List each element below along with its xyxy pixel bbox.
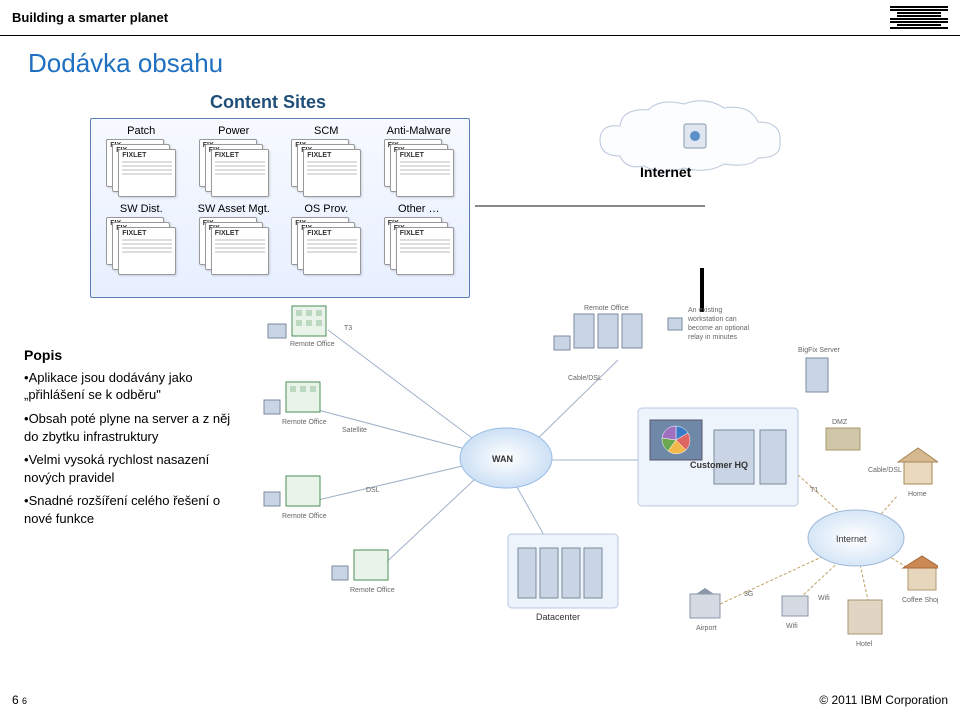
cable-dsl-label: Cable/DSL xyxy=(868,467,902,474)
remote-office-label: Remote Office xyxy=(282,513,327,520)
popis-panel: Popis •Aplikace jsou dodávány jako „přih… xyxy=(24,346,244,533)
dmz-icon xyxy=(826,428,860,450)
site-label: Other … xyxy=(376,203,462,215)
bigfix-server-icon xyxy=(806,358,828,392)
coffee-shop-label: Coffee Shop xyxy=(902,597,938,604)
content-sites-box: Patch FIX FIX FIXLET Power FIXFIXFIXLET … xyxy=(90,118,470,298)
site-power: Power FIXFIXFIXLET xyxy=(191,125,277,197)
airport-label: Airport xyxy=(696,625,717,632)
x3-label: 3G xyxy=(744,591,753,598)
internet-label-2: Internet xyxy=(836,534,867,544)
site-other: Other … FIXFIXFIXLET xyxy=(376,203,462,275)
datacenter-icon xyxy=(508,534,618,608)
wan-label: WAN xyxy=(492,454,513,464)
site-label: SCM xyxy=(283,125,369,137)
site-scm: SCM FIXFIXFIXLET xyxy=(283,125,369,197)
dsl-label: DSL xyxy=(366,487,380,494)
site-label: Power xyxy=(191,125,277,137)
site-label: Patch xyxy=(98,125,184,137)
fixlet-stack: FIX FIX FIXLET xyxy=(106,139,176,197)
content-sites-label: Content Sites xyxy=(210,92,326,113)
airport-icon xyxy=(690,588,720,618)
remote-office-label: Remote Office xyxy=(350,587,395,594)
site-osprov: OS Prov. FIXFIXFIXLET xyxy=(283,203,369,275)
page-number: 6 xyxy=(12,693,19,707)
site-label: OS Prov. xyxy=(283,203,369,215)
site-patch: Patch FIX FIX FIXLET xyxy=(98,125,184,197)
t1-label: T1 xyxy=(810,487,818,494)
popis-heading: Popis xyxy=(24,346,244,365)
popis-bullet: •Obsah poté plyne na server a z něj do z… xyxy=(24,410,244,445)
cable-dsl-label: Cable/DSL xyxy=(568,375,602,382)
remote-office-label: Remote Office xyxy=(282,419,327,426)
wifi-icon xyxy=(782,596,808,616)
footer-copyright: © 2011 IBM Corporation xyxy=(819,693,948,707)
t3-label: T3 xyxy=(344,325,352,332)
header: Building a smarter planet xyxy=(0,0,960,36)
home-icon xyxy=(898,448,938,484)
workstation-icon xyxy=(668,318,682,330)
internet-label: Internet xyxy=(640,164,691,180)
network-diagram: Remote Office T3 Remote Office Satellite… xyxy=(258,300,938,660)
site-label: SW Dist. xyxy=(98,203,184,215)
remote-office-icon xyxy=(268,306,326,338)
connector-line xyxy=(475,205,705,207)
popis-bullet: •Snadné rozšíření celého řešení o nové f… xyxy=(24,492,244,527)
coffee-shop-icon xyxy=(903,556,938,590)
remote-office-icon xyxy=(264,476,320,506)
wifi-label-2: Wifi xyxy=(818,595,830,602)
tagline: Building a smarter planet xyxy=(12,10,168,25)
remote-office-icon xyxy=(264,382,320,414)
remote-office-label: Remote Office xyxy=(290,341,335,348)
sites-row-2: SW Dist. FIXFIXFIXLET SW Asset Mgt. FIXF… xyxy=(91,197,469,275)
hotel-icon xyxy=(848,600,882,634)
wifi-label: Wifi xyxy=(786,623,798,630)
dmz-label: DMZ xyxy=(832,419,848,426)
site-label: Anti-Malware xyxy=(376,125,462,137)
site-swdist: SW Dist. FIXFIXFIXLET xyxy=(98,203,184,275)
hotel-label: Hotel xyxy=(856,641,873,648)
customer-hq-label: Customer HQ xyxy=(690,460,748,470)
datacenter-label: Datacenter xyxy=(536,612,580,622)
site-label: SW Asset Mgt. xyxy=(191,203,277,215)
sites-row-1: Patch FIX FIX FIXLET Power FIXFIXFIXLET … xyxy=(91,119,469,197)
site-swasset: SW Asset Mgt. FIXFIXFIXLET xyxy=(191,203,277,275)
workstation-note: An existing workstation can become an op… xyxy=(687,307,751,341)
footer-page: 6 6 xyxy=(12,693,27,707)
customer-hq-icon xyxy=(638,408,798,506)
satellite-label: Satellite xyxy=(342,427,367,434)
sub-page-number: 6 xyxy=(22,696,27,706)
remote-office-icon xyxy=(332,550,388,580)
popis-bullet: •Aplikace jsou dodávány jako „přihlášení… xyxy=(24,369,244,404)
home-label: Home xyxy=(908,491,927,498)
ibm-logo xyxy=(890,6,948,29)
page-title: Dodávka obsahu xyxy=(28,48,223,79)
site-antimalware: Anti-Malware FIXFIXFIXLET xyxy=(376,125,462,197)
popis-bullet: •Velmi vysoká rychlost nasazení nových p… xyxy=(24,451,244,486)
bigfix-server-label: BigFix Server xyxy=(798,347,841,354)
remote-office-servers-icon xyxy=(554,314,642,350)
remote-office-label: Remote Office xyxy=(584,305,629,312)
